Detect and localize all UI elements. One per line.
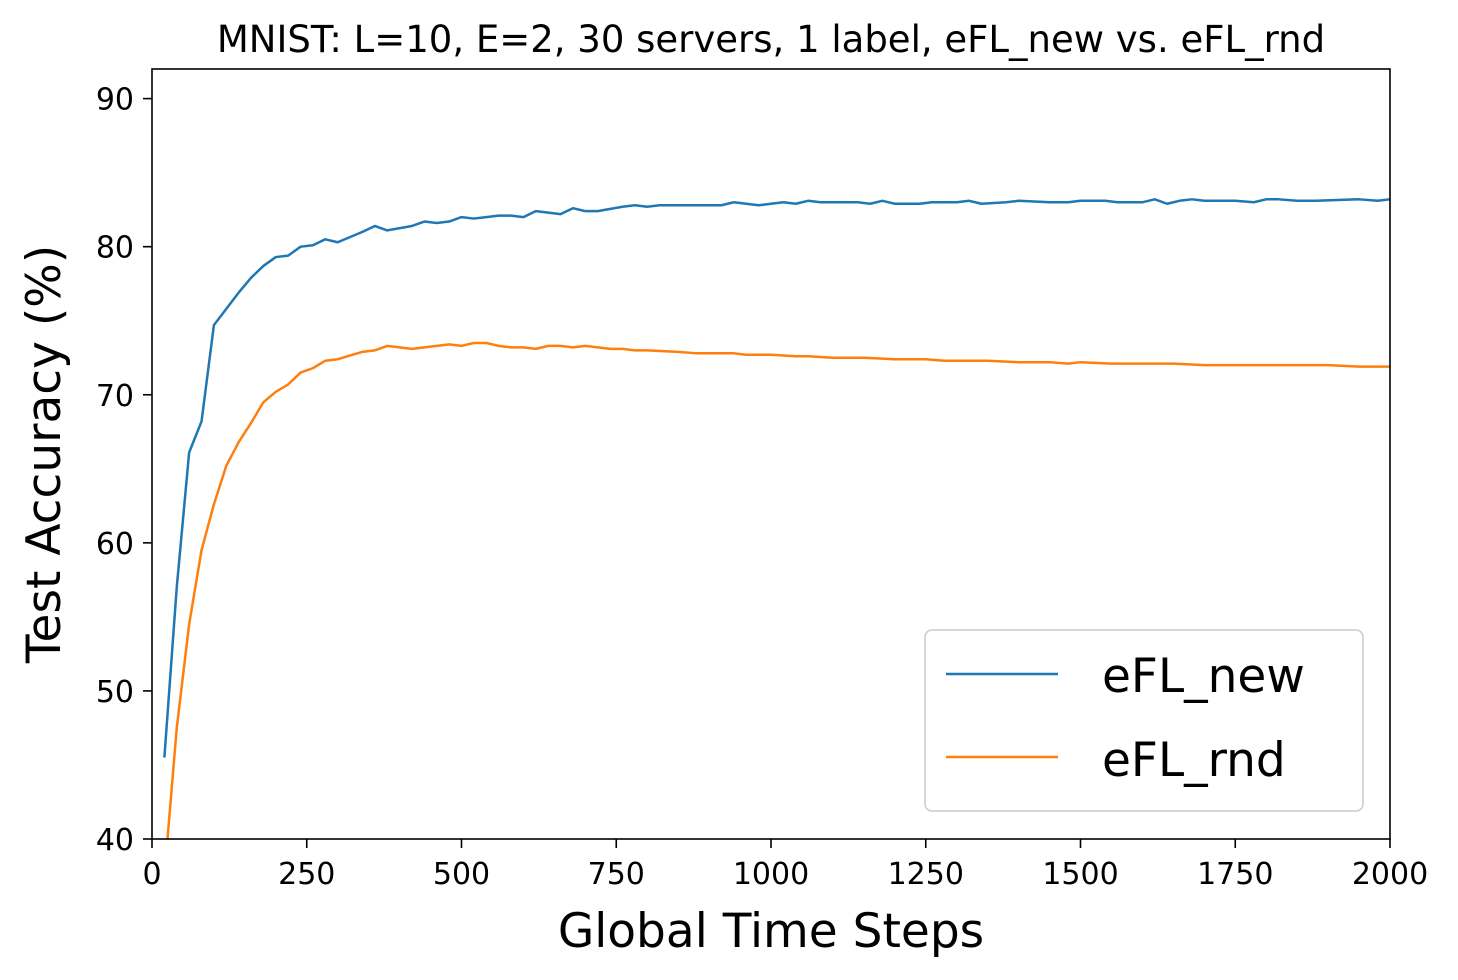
x-axis-ticks: 0 250 500 750 1000 1250 1500 1750 2000: [142, 839, 1428, 892]
y-tick-label: 40: [96, 823, 134, 858]
x-tick-label: 1000: [733, 857, 809, 892]
x-tick-label: 750: [588, 857, 645, 892]
x-tick-label: 1500: [1042, 857, 1118, 892]
y-tick-label: 90: [96, 83, 134, 118]
chart-title: MNIST: L=10, E=2, 30 servers, 1 label, e…: [217, 18, 1325, 61]
y-tick-label: 60: [96, 527, 134, 562]
y-tick-label: 80: [96, 231, 134, 266]
x-tick-label: 1250: [888, 857, 964, 892]
x-tick-label: 250: [278, 857, 335, 892]
legend-label-efl-rnd: eFL_rnd: [1102, 733, 1286, 788]
y-tick-label: 70: [96, 379, 134, 414]
legend-label-efl-new: eFL_new: [1102, 649, 1305, 704]
x-tick-label: 500: [433, 857, 490, 892]
legend: eFL_new eFL_rnd: [924, 629, 1364, 812]
series-layer: [163, 198, 1391, 840]
y-tick-label: 50: [96, 675, 134, 710]
series-line-efl-new: [163, 198, 1391, 758]
series-line-efl-rnd: [166, 341, 1390, 840]
y-axis-label: Test Accuracy (%): [17, 245, 72, 664]
x-tick-label: 2000: [1352, 857, 1428, 892]
x-tick-label: 0: [142, 857, 161, 892]
x-axis-label: Global Time Steps: [558, 904, 984, 959]
y-axis-ticks: 40 50 60 70 80 90: [96, 83, 152, 858]
x-tick-label: 1750: [1197, 857, 1273, 892]
